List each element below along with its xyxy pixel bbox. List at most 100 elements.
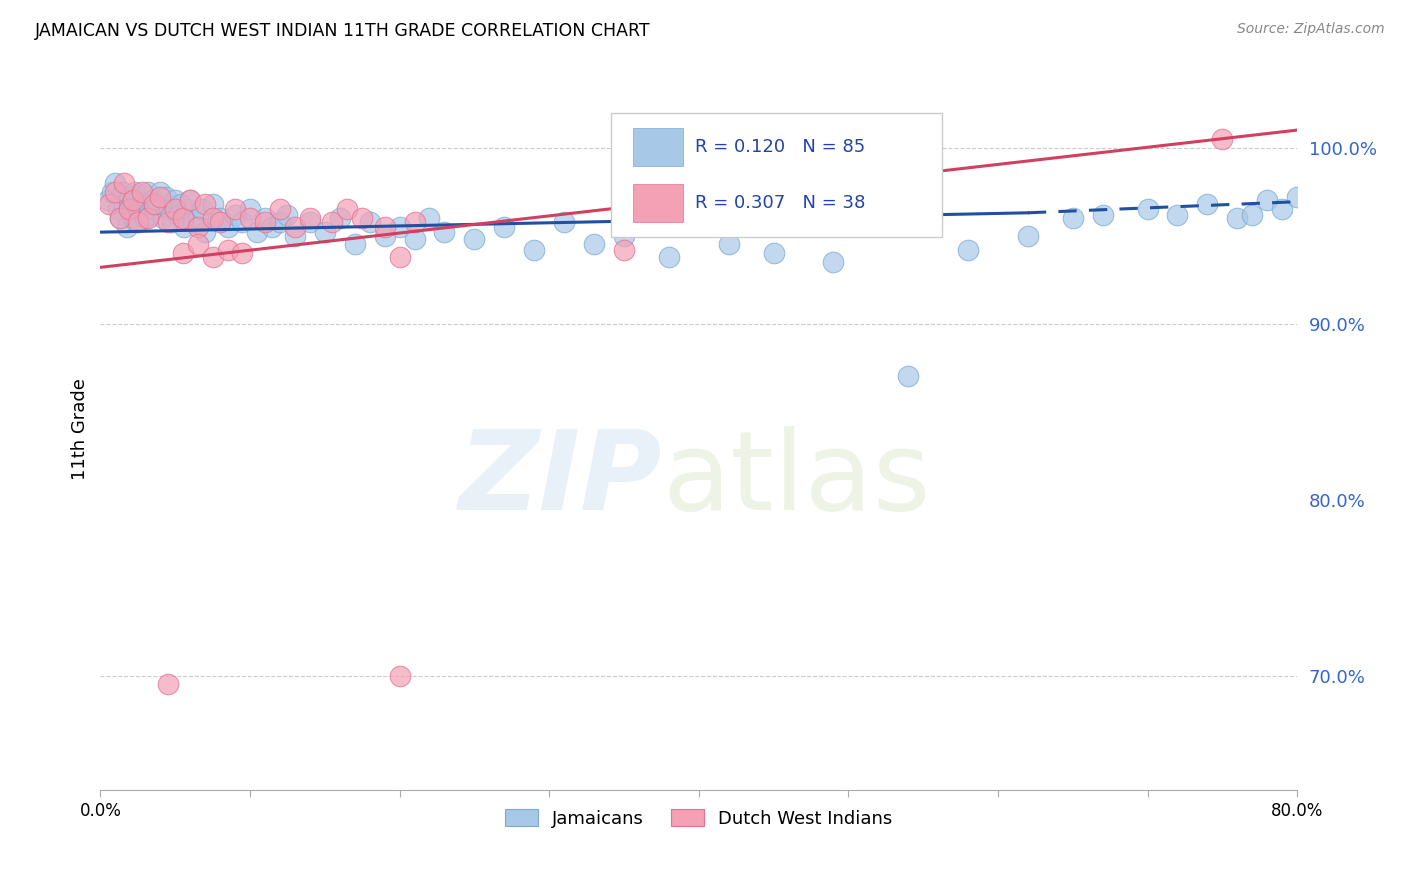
Point xyxy=(1226,211,1249,225)
Point xyxy=(253,214,276,228)
Point xyxy=(1091,208,1114,222)
Point xyxy=(155,190,177,204)
Point xyxy=(208,214,231,228)
Point xyxy=(157,202,180,217)
Point xyxy=(201,211,224,225)
FancyBboxPatch shape xyxy=(633,184,683,221)
Point xyxy=(1017,228,1039,243)
Point xyxy=(173,219,195,234)
Point xyxy=(136,185,159,199)
Point xyxy=(262,219,284,234)
Point xyxy=(201,250,224,264)
Point xyxy=(127,214,149,228)
Point xyxy=(1271,202,1294,217)
Point xyxy=(142,194,165,208)
Point xyxy=(187,211,209,225)
Point xyxy=(136,211,159,225)
Point xyxy=(1197,197,1219,211)
Point xyxy=(124,185,146,199)
Point xyxy=(217,243,239,257)
Point xyxy=(143,197,166,211)
Point xyxy=(1286,190,1309,204)
Point xyxy=(121,202,143,217)
Point xyxy=(111,185,134,199)
Point xyxy=(239,211,262,225)
Text: Source: ZipAtlas.com: Source: ZipAtlas.com xyxy=(1237,22,1385,37)
Point xyxy=(658,250,681,264)
Point xyxy=(359,214,381,228)
Point xyxy=(146,197,169,211)
Point xyxy=(128,197,150,211)
Point xyxy=(404,214,426,228)
Text: ZIP: ZIP xyxy=(460,426,662,533)
Point xyxy=(352,211,374,225)
Point xyxy=(298,211,321,225)
Point xyxy=(1062,211,1084,225)
Text: atlas: atlas xyxy=(662,426,931,533)
Point xyxy=(717,237,740,252)
Point xyxy=(181,214,204,228)
Point xyxy=(956,243,979,257)
Point xyxy=(194,197,217,211)
Point xyxy=(108,211,131,225)
Point xyxy=(165,202,187,217)
Point xyxy=(117,219,139,234)
Point xyxy=(1166,208,1188,222)
Point xyxy=(284,219,307,234)
Point xyxy=(120,190,142,204)
Point xyxy=(135,197,157,211)
Point xyxy=(329,211,352,225)
Point xyxy=(336,202,359,217)
Point xyxy=(179,194,201,208)
Point xyxy=(143,202,166,217)
Point xyxy=(187,219,209,234)
Point xyxy=(1256,194,1278,208)
Point xyxy=(374,219,396,234)
Point xyxy=(762,246,785,260)
Point xyxy=(118,194,141,208)
Point xyxy=(149,185,172,199)
Point xyxy=(101,185,124,199)
Point xyxy=(176,202,198,217)
FancyBboxPatch shape xyxy=(612,113,942,236)
Point xyxy=(172,246,194,260)
Point xyxy=(343,237,366,252)
Point xyxy=(388,668,411,682)
Y-axis label: 11th Grade: 11th Grade xyxy=(72,378,89,480)
FancyBboxPatch shape xyxy=(633,128,683,166)
Point xyxy=(156,677,179,691)
Point xyxy=(1136,202,1159,217)
Point xyxy=(152,211,174,225)
Point xyxy=(138,208,160,222)
Point xyxy=(1241,208,1264,222)
Point xyxy=(224,208,246,222)
Point xyxy=(131,185,153,199)
Point xyxy=(118,202,141,217)
Text: R = 0.307   N = 38: R = 0.307 N = 38 xyxy=(695,194,866,212)
Point xyxy=(231,246,253,260)
Point xyxy=(104,176,127,190)
Point xyxy=(269,202,291,217)
Point xyxy=(172,211,194,225)
Text: R = 0.120   N = 85: R = 0.120 N = 85 xyxy=(695,138,866,156)
Point xyxy=(523,243,546,257)
Point xyxy=(897,369,920,384)
Point xyxy=(253,211,276,225)
Point xyxy=(1211,132,1233,146)
Point xyxy=(433,225,456,239)
Point xyxy=(179,194,201,208)
Point xyxy=(494,219,516,234)
Point xyxy=(269,214,291,228)
Point xyxy=(388,219,411,234)
Point xyxy=(374,228,396,243)
Point xyxy=(156,214,179,228)
Point xyxy=(463,232,485,246)
Point xyxy=(112,197,135,211)
Point xyxy=(129,202,152,217)
Point xyxy=(112,176,135,190)
Text: JAMAICAN VS DUTCH WEST INDIAN 11TH GRADE CORRELATION CHART: JAMAICAN VS DUTCH WEST INDIAN 11TH GRADE… xyxy=(35,22,651,40)
Point xyxy=(125,214,148,228)
Point xyxy=(823,255,845,269)
Point xyxy=(201,197,224,211)
Point xyxy=(97,194,120,208)
